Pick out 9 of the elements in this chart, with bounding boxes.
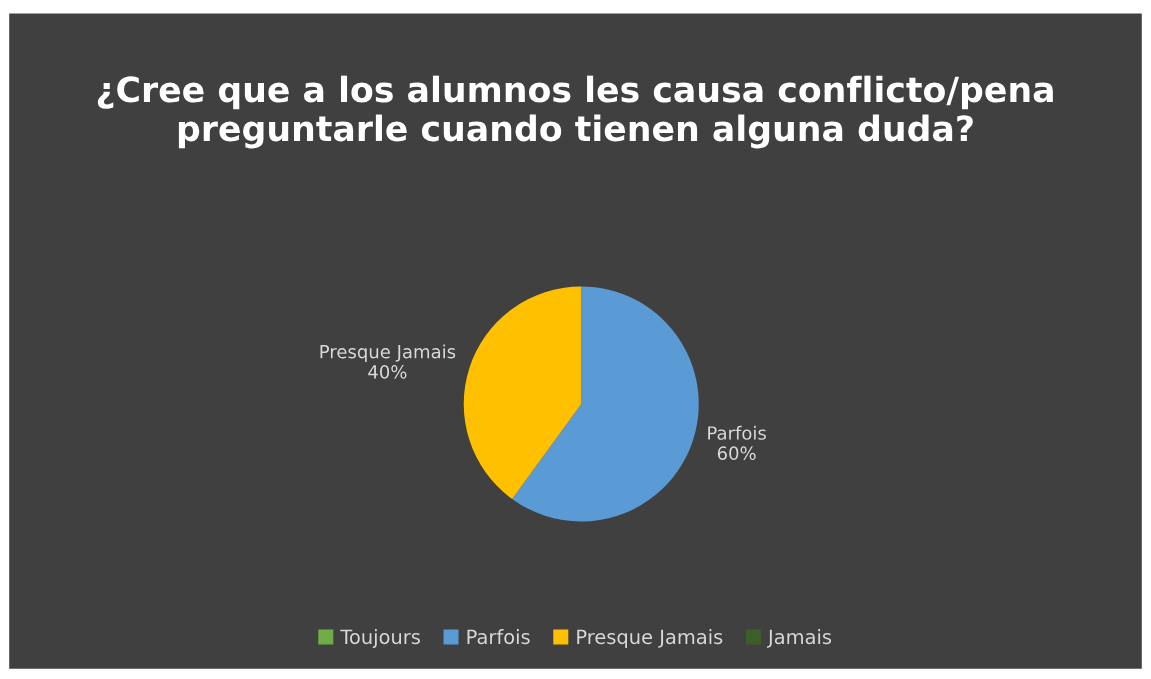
- data-label: Parfois 60%: [708, 425, 766, 461]
- chart-title: ¿Cree que a los alumnos les causa conflicto/pena preguntarle cuando tienen alguna duda?: [97, 75, 1053, 149]
- legend-label: Jamais: [766, 629, 832, 648]
- pie-slice: [463, 286, 582, 500]
- legend-label: Presque Jamais: [577, 629, 723, 648]
- data-label: Presque Jamais 40%: [320, 344, 456, 379]
- legend-label: Parfois: [467, 629, 530, 645]
- legend-label: Toujours: [340, 629, 420, 648]
- pie-slice: [512, 286, 699, 522]
